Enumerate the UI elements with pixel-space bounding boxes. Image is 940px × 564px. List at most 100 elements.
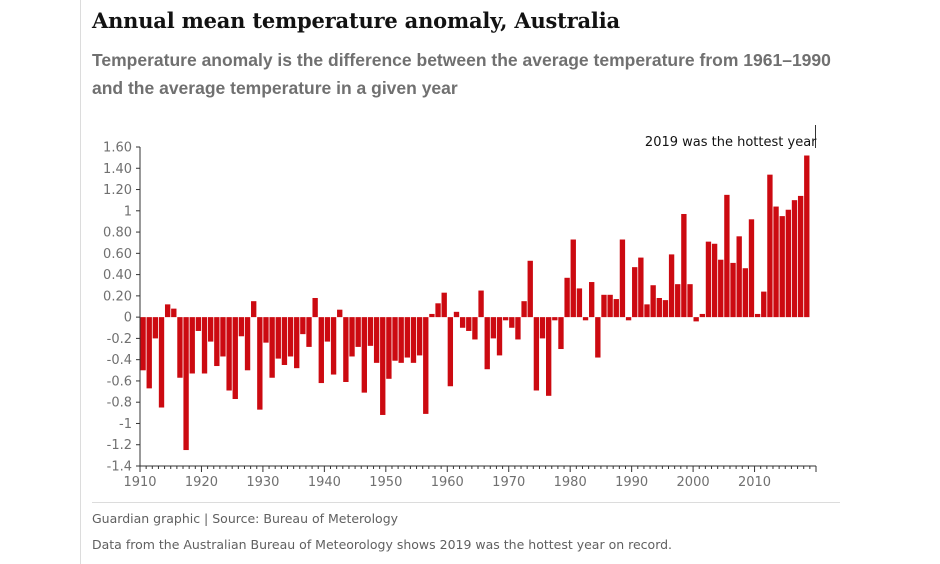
y-tick-label: 0 <box>124 311 132 326</box>
bar-1914 <box>164 304 171 318</box>
bar-1942 <box>337 309 343 318</box>
bar-1987 <box>613 299 619 318</box>
bar-1954 <box>410 317 417 363</box>
bar-1985 <box>601 294 607 318</box>
bar-1910 <box>140 317 146 371</box>
y-tick-label: 0.20 <box>103 289 132 304</box>
bar-2002 <box>705 241 712 318</box>
bar-1984 <box>595 317 601 358</box>
bar-1976 <box>546 317 552 396</box>
bar-chart: 1.60 1.40 1.20 1 0.80 0.60 0.40 0.20 0 -0.2 -0.4 -0… <box>103 125 817 490</box>
bar-2008 <box>742 268 748 318</box>
bar-1965 <box>478 290 484 318</box>
bar-1934 <box>287 317 294 357</box>
bar-1982 <box>582 317 589 321</box>
y-axis: 1.60 1.40 1.20 1 0.80 0.60 0.40 0.20 0 -0.2 -0.4 -0… <box>103 141 141 475</box>
y-tick-label: -1.2 <box>107 438 132 453</box>
bar-1941 <box>330 317 337 375</box>
bar-2016 <box>791 200 798 318</box>
annotation-label: 2019 was the hottest year <box>645 135 817 150</box>
source-note: Guardian graphic | Source: Bureau of Met… <box>92 511 399 526</box>
bar-1950 <box>386 317 392 379</box>
x-tick-label: 1970 <box>492 475 525 490</box>
footer-divider <box>92 502 840 503</box>
bar-2001 <box>699 313 705 318</box>
bar-1973 <box>527 260 533 318</box>
bar-1930 <box>263 317 269 343</box>
chart-subtitle: Temperature anomaly is the difference be… <box>92 50 831 98</box>
bar-2013 <box>773 206 779 318</box>
x-tick-label: 1960 <box>431 475 464 490</box>
left-rule <box>80 0 81 564</box>
bar-1980 <box>570 239 576 318</box>
bar-1953 <box>404 317 410 358</box>
y-tick-label: 0.80 <box>103 226 132 241</box>
bar-1995 <box>662 300 669 318</box>
x-tick-label: 1920 <box>185 475 218 490</box>
bar-2014 <box>779 216 785 318</box>
bar-1911 <box>146 317 152 389</box>
bar-1945 <box>355 317 361 347</box>
bar-1924 <box>226 317 232 391</box>
bar-1948 <box>373 317 380 363</box>
bar-1915 <box>171 308 177 318</box>
bar-2003 <box>711 243 718 318</box>
bar-2005 <box>724 194 730 318</box>
bar-1912 <box>152 317 159 339</box>
bar-1951 <box>392 317 398 361</box>
bar-2010 <box>754 313 761 318</box>
bars-layer <box>140 155 810 451</box>
x-axis: 1910 1920 1930 1940 1950 1960 1970 1980 1990 2000… <box>123 465 817 490</box>
x-tick-label: 1990 <box>615 475 648 490</box>
bar-1932 <box>275 317 281 359</box>
bar-1916 <box>177 317 183 378</box>
bar-1959 <box>441 292 447 318</box>
bar-1999 <box>687 284 693 318</box>
bar-2006 <box>730 262 736 318</box>
bar-1981 <box>576 288 583 318</box>
bar-1971 <box>515 317 521 340</box>
bar-1990 <box>632 267 638 318</box>
bar-1968 <box>496 317 503 356</box>
bar-1963 <box>466 317 472 331</box>
bar-1925 <box>232 317 238 400</box>
x-tick-label: 1910 <box>123 475 156 490</box>
bar-1939 <box>318 317 324 384</box>
bar-2000 <box>693 317 699 322</box>
caption-text: Data from the Australian Bureau of Meteo… <box>92 537 673 552</box>
bar-1961 <box>453 311 460 318</box>
bar-1972 <box>521 301 527 318</box>
bar-1957 <box>429 313 435 318</box>
bar-1960 <box>447 317 454 387</box>
bar-2017 <box>797 195 804 318</box>
bar-2011 <box>761 291 767 318</box>
y-tick-label: -0.8 <box>107 396 132 411</box>
y-tick-label: 1.40 <box>103 162 132 177</box>
bar-1917 <box>183 317 189 451</box>
chart-title: Annual mean temperature anomaly, Austral… <box>92 8 620 33</box>
bar-1952 <box>398 317 404 363</box>
y-tick-label: 1 <box>124 204 132 219</box>
bar-2012 <box>767 174 773 318</box>
y-tick-label: 0.60 <box>103 247 132 262</box>
bar-1921 <box>208 317 214 342</box>
bar-1996 <box>668 254 675 318</box>
bar-1993 <box>650 285 656 318</box>
annotation-layer: 2019 was the hottest year <box>645 125 817 150</box>
x-tick-label: 1940 <box>308 475 341 490</box>
y-tick-label: 0.40 <box>103 268 132 283</box>
bar-1998 <box>681 213 687 318</box>
bar-1967 <box>490 317 497 339</box>
bar-1983 <box>589 282 595 318</box>
x-tick-label: 1930 <box>246 475 279 490</box>
bar-1938 <box>312 297 318 318</box>
bar-1936 <box>300 317 306 335</box>
bar-1929 <box>257 317 263 410</box>
x-tick-label: 1980 <box>554 475 587 490</box>
y-tick-label: -1.4 <box>107 460 132 475</box>
bar-1962 <box>459 317 466 328</box>
y-tick-label: -0.6 <box>107 374 132 389</box>
bar-1931 <box>269 317 275 378</box>
bar-1964 <box>472 317 478 340</box>
y-tick-label: 1.60 <box>103 141 132 156</box>
